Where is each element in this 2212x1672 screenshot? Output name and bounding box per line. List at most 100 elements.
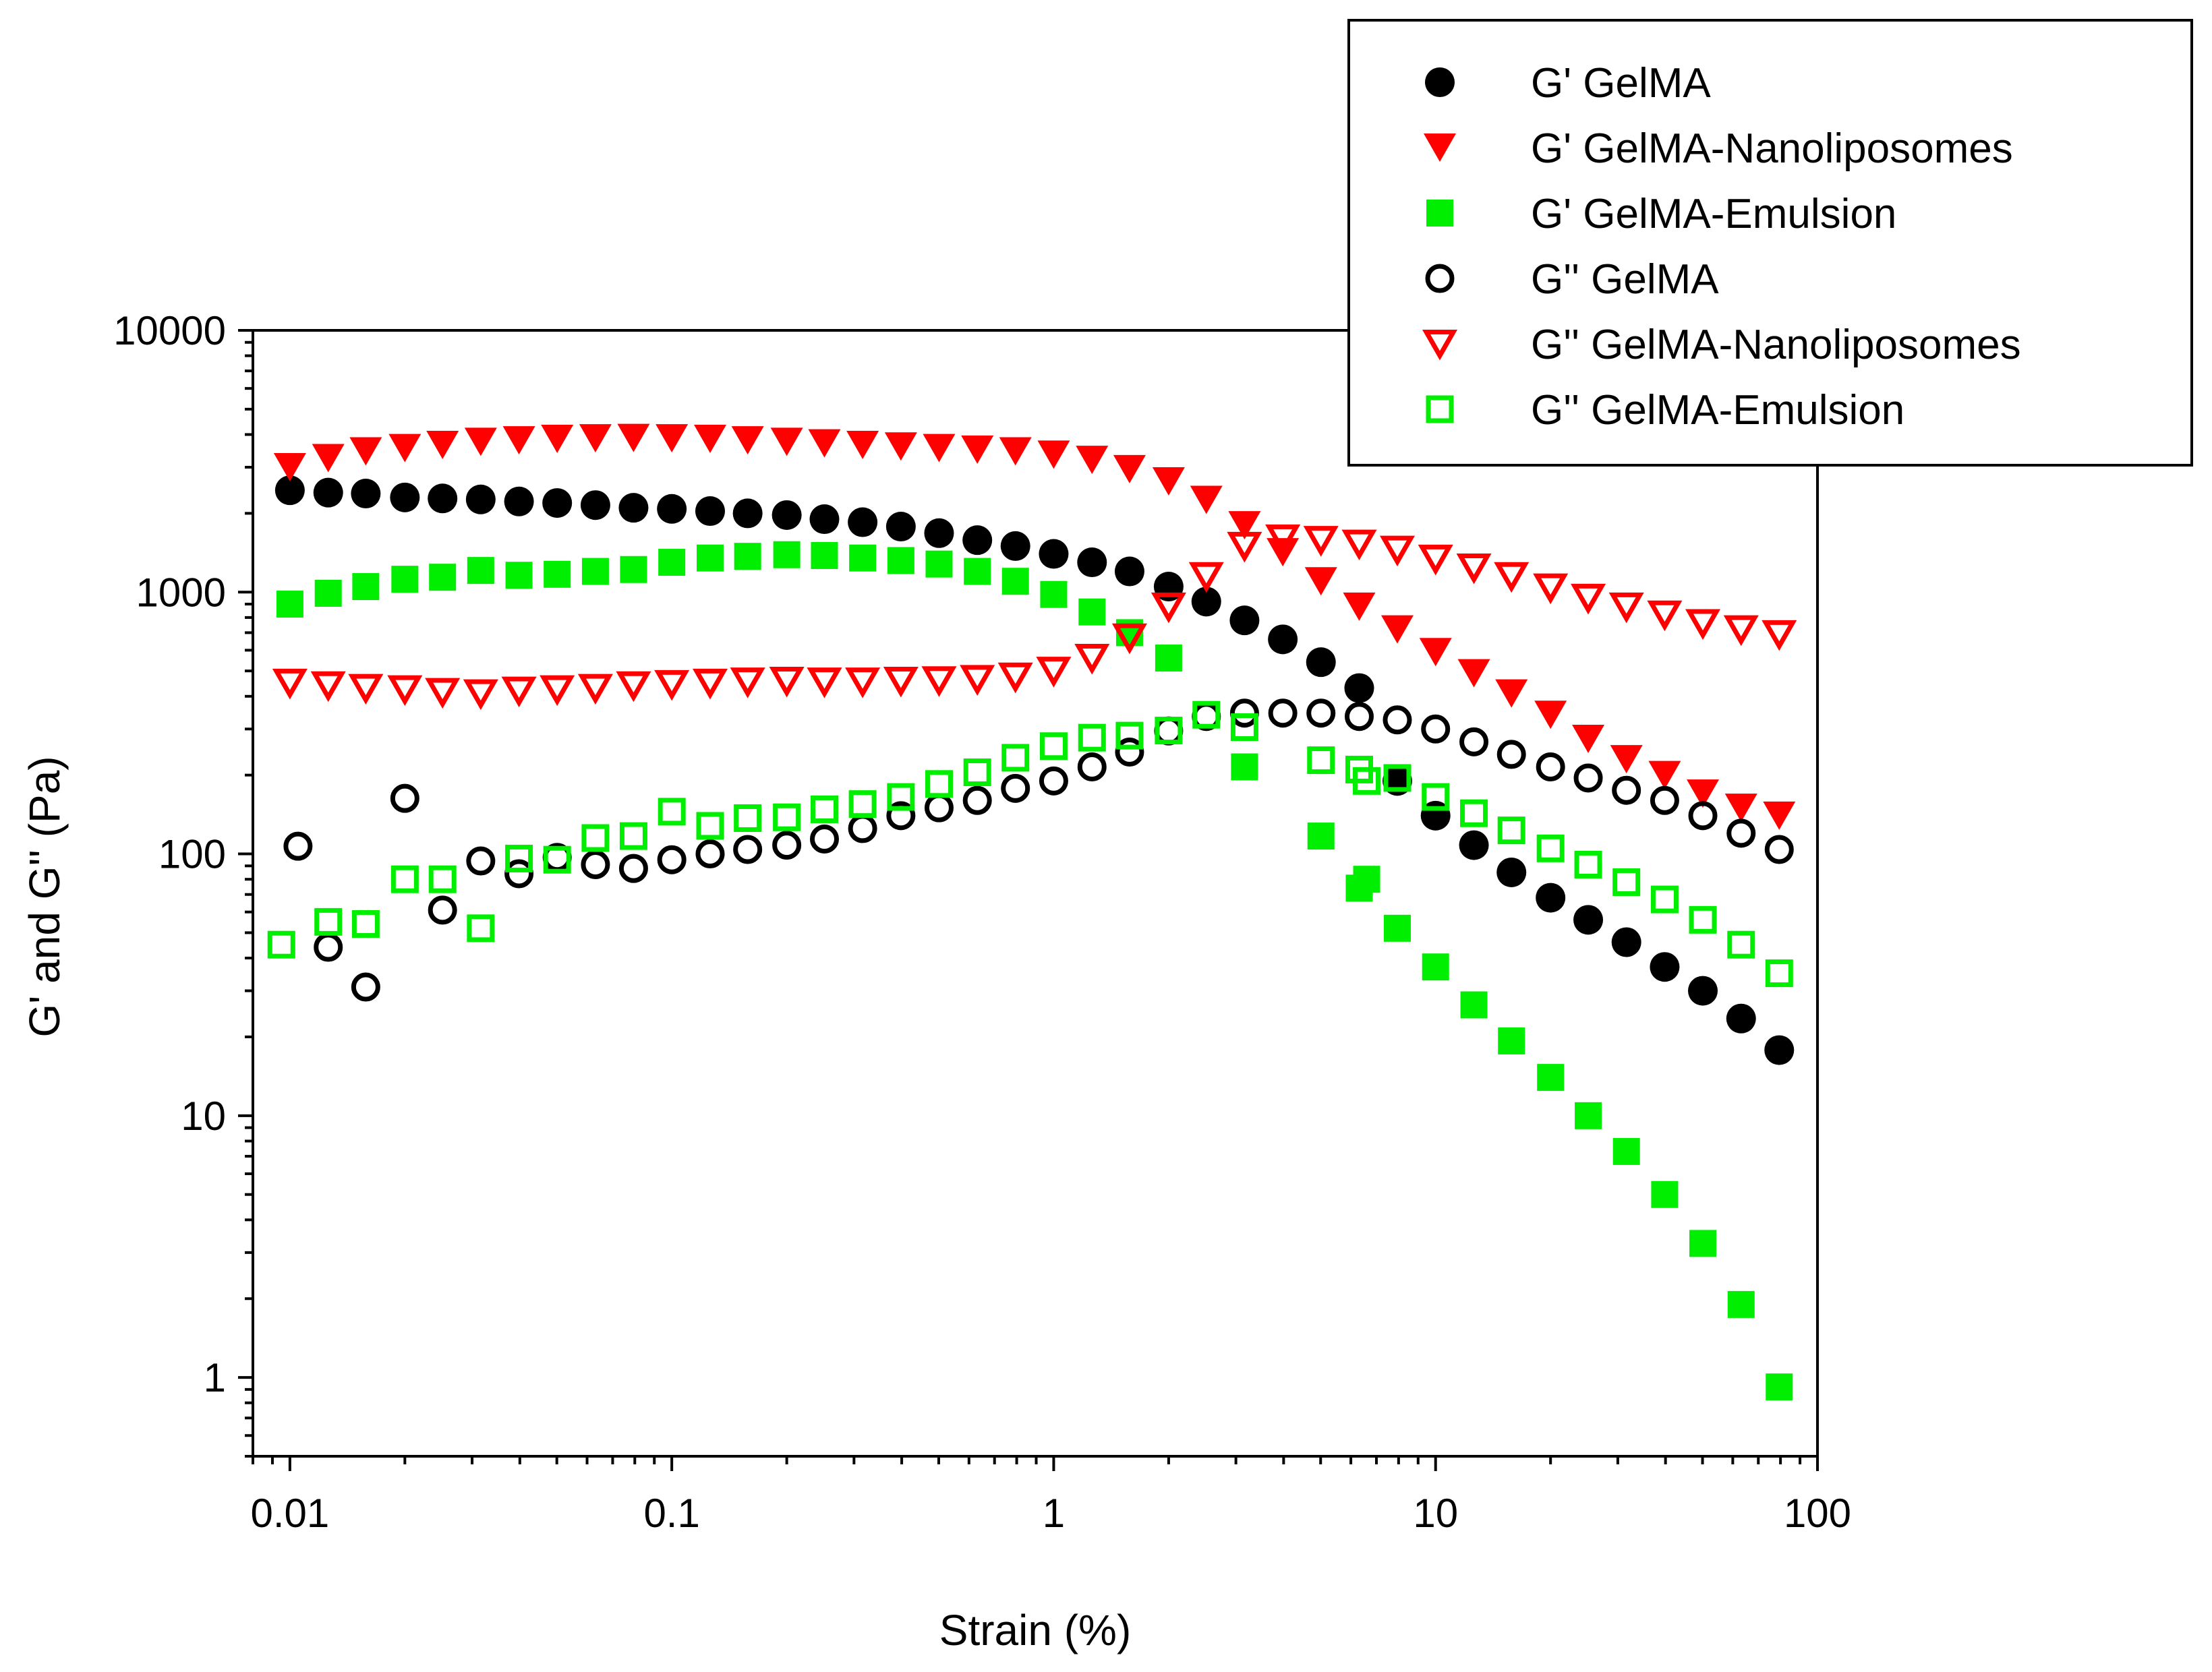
data-point <box>1763 801 1796 830</box>
data-point <box>1268 624 1298 655</box>
data-point <box>961 436 994 465</box>
data-point <box>1571 583 1606 615</box>
data-point <box>429 564 457 591</box>
data-point <box>1111 623 1147 655</box>
data-point <box>1229 605 1260 636</box>
data-point <box>1726 1003 1756 1034</box>
data-point <box>428 865 457 893</box>
legend-item: G' GelMA <box>1425 60 1711 107</box>
data-point <box>390 482 420 512</box>
y-tick-label: 100 <box>158 832 226 877</box>
data-point <box>1459 727 1489 756</box>
legend-item: G'' GelMA <box>1425 256 1719 303</box>
data-point <box>1650 785 1679 815</box>
data-point <box>348 674 384 705</box>
data-point <box>1040 580 1068 608</box>
data-point <box>505 844 533 872</box>
data-point <box>692 668 728 700</box>
data-point <box>1573 905 1604 935</box>
data-point <box>352 573 380 601</box>
data-point <box>1766 1373 1793 1401</box>
data-point <box>1076 446 1109 475</box>
data-point <box>501 676 537 708</box>
data-point <box>658 798 686 826</box>
data-point <box>1459 830 1489 860</box>
y-axis: 1 10 100 1000 10000 <box>113 308 253 1458</box>
data-point <box>1191 587 1221 617</box>
data-point <box>1608 592 1644 624</box>
data-point <box>1353 866 1380 893</box>
data-point <box>1115 721 1144 750</box>
data-point <box>428 895 457 925</box>
data-point <box>428 483 458 514</box>
data-point <box>267 930 295 959</box>
data-point <box>1001 773 1030 803</box>
data-point <box>734 543 761 570</box>
series-5 <box>267 700 1793 988</box>
data-point <box>541 424 574 453</box>
series-layer <box>267 423 1797 1401</box>
data-point <box>1036 657 1072 688</box>
data-point <box>1154 716 1184 746</box>
data-point <box>314 907 343 936</box>
data-point <box>1155 717 1183 745</box>
data-point <box>695 496 725 527</box>
y-tick-label: 1000 <box>136 570 226 615</box>
data-point <box>924 518 954 548</box>
x-tick-label: 0.1 <box>643 1491 699 1536</box>
data-point <box>733 835 763 864</box>
data-point <box>1727 1290 1755 1318</box>
data-point <box>773 541 801 568</box>
data-point <box>811 541 838 569</box>
data-point <box>1762 620 1797 651</box>
legend-box <box>1347 19 2193 467</box>
data-point <box>351 972 380 1002</box>
data-point <box>1151 592 1186 624</box>
data-point <box>1078 723 1106 752</box>
data-point <box>391 566 419 593</box>
data-point <box>466 846 496 876</box>
data-point <box>1227 531 1262 563</box>
data-point <box>1422 953 1449 981</box>
data-point <box>772 500 802 530</box>
data-point <box>1689 905 1717 934</box>
data-point <box>351 479 381 509</box>
legend-marker <box>1425 67 1455 97</box>
legend-marker <box>1424 133 1456 162</box>
data-point <box>887 547 914 574</box>
data-point <box>732 498 763 529</box>
data-point <box>1726 818 1756 848</box>
data-point <box>283 831 313 861</box>
data-point <box>349 437 382 466</box>
data-point <box>1229 698 1259 728</box>
data-point <box>577 674 613 705</box>
data-point <box>1077 547 1107 578</box>
series-4 <box>272 525 1797 711</box>
data-point <box>1610 745 1643 774</box>
data-point <box>1537 1064 1565 1092</box>
data-point <box>390 865 419 893</box>
data-point <box>1612 868 1641 896</box>
data-point <box>1419 638 1452 667</box>
data-point <box>464 427 497 456</box>
y-axis-label: G' and G'' (Pa) <box>20 756 69 1037</box>
data-point <box>925 550 953 578</box>
data-point <box>1344 702 1374 732</box>
data-point <box>1612 1137 1640 1165</box>
data-point <box>1573 763 1603 793</box>
data-point <box>1303 526 1339 557</box>
legend-item: G' GelMA-Emulsion <box>1426 191 1896 237</box>
data-point <box>1077 752 1107 781</box>
data-point <box>809 824 839 854</box>
data-point <box>617 423 650 452</box>
data-point <box>426 430 459 459</box>
data-point <box>807 667 842 698</box>
data-point <box>504 486 534 516</box>
data-point <box>963 758 991 787</box>
data-point <box>1037 440 1070 469</box>
data-point <box>1421 714 1451 744</box>
data-point <box>314 579 342 607</box>
data-point <box>1650 952 1680 982</box>
data-point <box>1495 679 1528 708</box>
data-point <box>1343 592 1376 621</box>
